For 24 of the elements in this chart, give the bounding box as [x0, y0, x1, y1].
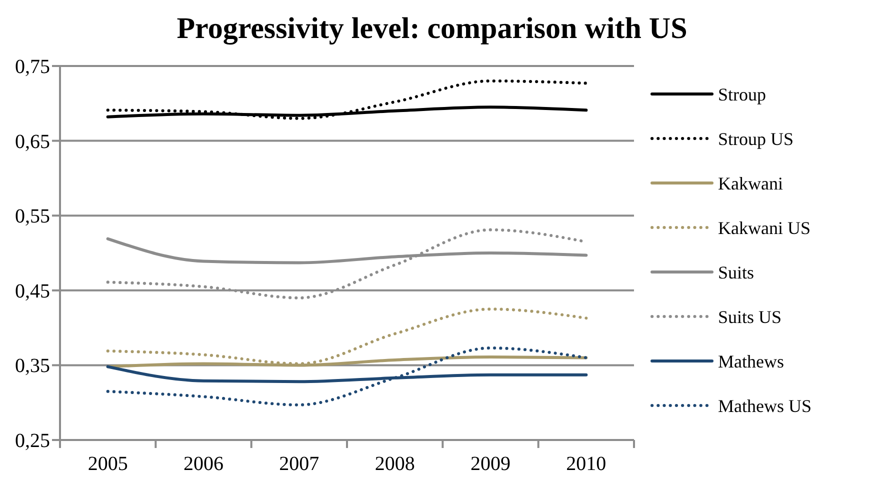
x-tick-label: 2007: [279, 453, 320, 475]
x-tick-label: 2006: [184, 453, 224, 475]
legend-label: Stroup: [718, 84, 766, 104]
x-tick-label: 2009: [470, 453, 510, 475]
x-tick-label: 2008: [374, 453, 415, 475]
y-tick-label: 0,25: [15, 430, 50, 452]
legend-label: Mathews US: [718, 396, 812, 416]
x-tick-label: 2010: [566, 453, 606, 475]
legend-label: Kakwani US: [718, 218, 810, 238]
y-tick-label: 0,65: [15, 130, 50, 153]
legend-label: Suits: [718, 262, 754, 282]
x-tick-label: 2005: [88, 453, 128, 475]
legend-label: Suits US: [718, 306, 782, 327]
y-tick-label: 0,35: [15, 355, 50, 378]
chart-title: Progressivity level: comparison with US: [176, 12, 688, 45]
legend-label: Stroup US: [718, 128, 794, 149]
y-tick-label: 0,45: [15, 280, 50, 302]
legend-label: Kakwani: [718, 173, 783, 194]
legend-label: Mathews: [718, 351, 784, 372]
y-tick-label: 0,75: [15, 56, 50, 78]
line-series: [106, 79, 588, 120]
line-series: [106, 308, 588, 366]
y-tick-label: 0,55: [15, 206, 50, 228]
line-series: [106, 346, 588, 406]
